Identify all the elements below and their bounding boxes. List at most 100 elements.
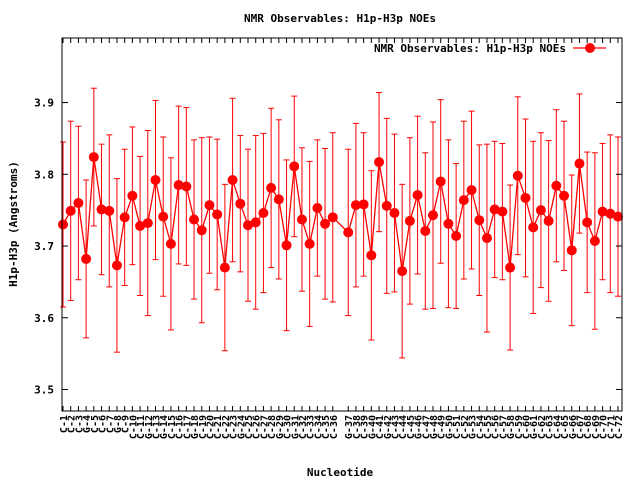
x-axis-label: Nucleotide	[307, 466, 374, 479]
x-tick-label: G-61	[529, 415, 540, 439]
plot-frame	[61, 37, 623, 412]
data-point	[435, 176, 446, 187]
x-tick-label: C-47	[421, 415, 432, 439]
x-tick-label: G-46	[414, 415, 425, 439]
data-point	[458, 195, 469, 206]
data-point	[613, 211, 623, 222]
data-point	[165, 238, 176, 249]
x-tick-label: C-45	[406, 415, 417, 439]
x-tick-label: C-5	[90, 415, 101, 433]
data-point	[443, 218, 454, 229]
series-line	[62, 156, 619, 272]
x-tick-label: C-59	[514, 415, 525, 439]
x-tick-label: C-21	[213, 415, 224, 439]
x-tick-label: G-40	[367, 415, 378, 439]
x-tick-label: C-7	[105, 415, 116, 433]
data-point	[243, 220, 253, 231]
data-point	[559, 190, 570, 201]
data-point	[481, 233, 492, 244]
x-tick-label: C-25	[244, 415, 255, 439]
x-tick-label: G-29	[275, 415, 286, 439]
x-tick-label: C-35	[321, 415, 332, 439]
data-point	[597, 206, 608, 217]
data-point	[535, 205, 546, 216]
chart-title: NMR Observables: H1p-H3p NOEs	[244, 12, 436, 25]
x-tick-label: C-68	[583, 415, 594, 439]
x-tick-label: C-70	[599, 415, 610, 439]
data-point	[574, 158, 585, 169]
x-tick-label: C-20	[205, 415, 216, 439]
x-tick-label: C-30	[283, 415, 294, 439]
data-point	[219, 262, 230, 273]
x-tick-label: C-11	[136, 415, 147, 439]
x-tick-label: C-22	[221, 415, 232, 439]
data-point	[489, 204, 500, 215]
data-point	[250, 217, 261, 228]
data-point	[273, 194, 284, 205]
data-point	[135, 220, 146, 231]
data-point	[204, 200, 215, 211]
legend-label: NMR Observables: H1p-H3p NOEs	[374, 42, 566, 55]
data-point	[350, 200, 361, 211]
data-point	[304, 238, 315, 249]
x-tick-label: C-39	[360, 415, 371, 439]
data-point	[374, 157, 385, 168]
data-point	[412, 190, 423, 201]
data-point	[127, 190, 138, 201]
data-point	[366, 250, 377, 261]
data-point	[88, 152, 99, 163]
y-tick-label: 3.5	[34, 383, 54, 396]
data-point	[543, 215, 554, 226]
data-point	[474, 215, 485, 226]
data-point	[397, 266, 408, 277]
x-tick-label: G-12	[144, 415, 155, 439]
x-tick-label: G-31	[290, 415, 301, 439]
data-points	[58, 152, 623, 277]
data-point	[551, 180, 562, 191]
x-tick-label: C-38	[352, 415, 363, 439]
data-point	[111, 260, 122, 271]
x-tick-label: G-48	[429, 415, 440, 439]
data-point	[520, 192, 531, 203]
data-point	[343, 227, 354, 238]
data-point	[605, 208, 616, 219]
x-tick-label: C-54	[475, 415, 486, 439]
x-tick-label: C-32	[298, 415, 309, 439]
x-tick-label: C-16	[175, 415, 186, 439]
data-point	[189, 214, 200, 225]
x-tick-label: C-9	[121, 415, 132, 433]
x-tick-label: C-28	[267, 415, 278, 439]
x-tick-label: C-63	[545, 415, 556, 439]
x-tick-label: C-49	[437, 415, 448, 439]
x-tick-label: C-2	[67, 415, 78, 433]
data-point	[320, 218, 331, 229]
x-tick-label: C-62	[537, 415, 548, 439]
data-point	[150, 175, 161, 186]
x-tick-label: C-1	[59, 415, 70, 433]
data-point	[142, 218, 153, 229]
data-point	[104, 205, 115, 216]
data-point	[505, 262, 516, 273]
x-tick-label: C-67	[575, 415, 586, 439]
x-tick-label: C-19	[198, 415, 209, 439]
data-point	[296, 214, 307, 225]
x-tick-label: C-56	[491, 415, 502, 439]
x-tick-label: C-36	[329, 415, 340, 439]
x-tick-label: G-50	[444, 415, 455, 439]
data-point	[566, 245, 577, 256]
x-tick-label: C-3	[74, 415, 85, 433]
data-point	[119, 212, 130, 223]
data-point	[389, 208, 400, 219]
data-point	[312, 203, 323, 214]
data-point	[58, 219, 68, 230]
data-point	[65, 205, 76, 216]
x-tick-label: G-8	[113, 415, 124, 433]
x-tick-label: C-33	[306, 415, 317, 439]
x-tick-label: G-18	[190, 415, 201, 439]
x-tick-label: C-69	[591, 415, 602, 439]
data-point	[381, 200, 392, 211]
x-tick-label: C-23	[229, 415, 240, 439]
data-point	[266, 182, 277, 193]
y-tick-label: 3.7	[34, 240, 54, 253]
x-tick-label: G-14	[159, 415, 170, 439]
